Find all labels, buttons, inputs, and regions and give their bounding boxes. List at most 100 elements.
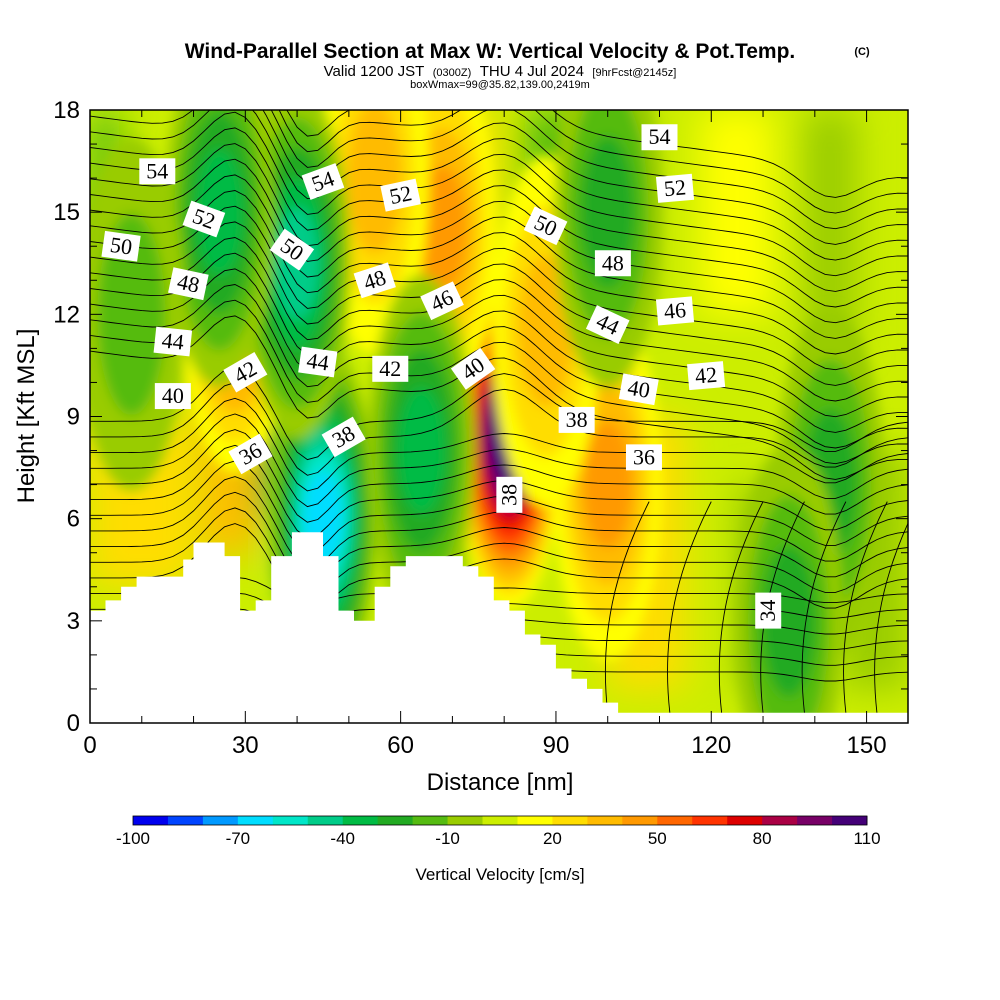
x-tick-label: 90 — [543, 732, 570, 759]
downdraft-core-ring — [397, 387, 446, 515]
x-tick-label: 60 — [387, 732, 414, 759]
colorbar-tick-label: 80 — [753, 829, 772, 848]
isentrope-label-bg — [380, 178, 421, 212]
isentrope-label-bg — [372, 355, 409, 382]
isentrope-label-text: 44 — [161, 327, 185, 354]
isentrope-line — [90, 127, 908, 292]
isentrope-label-text: 52 — [663, 174, 687, 201]
isentrope-label-text: 44 — [305, 348, 330, 376]
isentrope-label-bg — [269, 228, 315, 271]
isentrope-line — [90, 429, 908, 523]
isentrope-line — [90, 284, 908, 449]
isentrope-label: 52 — [655, 173, 695, 203]
isentrope-line — [843, 501, 888, 713]
colorbar: -100 -70 -40 -10 20 50 80 110 — [116, 815, 881, 848]
isentrope-label-bg — [755, 592, 782, 629]
isentrope-label-bg — [496, 476, 523, 513]
isentrope-label-text: 54 — [648, 124, 670, 149]
isentrope-line — [90, 190, 908, 355]
isentrope-label-bg — [585, 305, 630, 344]
isentrope-line — [90, 111, 908, 277]
colorbar-swatch — [237, 816, 274, 825]
isentrope-line — [90, 221, 908, 386]
x-axis: 0 30 60 90 120 150 — [83, 110, 887, 759]
isentrope-label-text: 38 — [566, 407, 588, 432]
colorbar-swatch — [657, 816, 693, 825]
x-tick-label: 120 — [691, 732, 731, 759]
isentrope-label-bg — [353, 262, 396, 299]
isentrope-line — [90, 158, 908, 324]
isentrope-line — [90, 110, 908, 245]
colorbar-swatch — [412, 816, 449, 825]
colorbar-swatch — [482, 816, 518, 825]
isentrope-line — [90, 237, 908, 402]
isentrope-label-bg — [223, 351, 268, 393]
isentrope-label-text: 42 — [379, 356, 401, 381]
colorbar-swatch — [342, 816, 379, 825]
colorbar-swatch — [202, 816, 239, 825]
isentrope-line — [270, 110, 908, 230]
isentrope-label-bg — [655, 296, 695, 326]
isentrope-label-text: 42 — [694, 362, 718, 389]
isentrope-label-text: 48 — [175, 269, 202, 298]
isentrope-label: 34 — [755, 592, 782, 629]
forecast-info: [9hrFcst@2145z] — [592, 67, 676, 79]
downdraft-core-ring — [580, 136, 636, 289]
isentrope-label-bg — [298, 346, 338, 378]
colorbar-swatch — [832, 816, 868, 825]
isentrope-label: 44 — [298, 346, 338, 378]
isentrope-label-text: 48 — [602, 250, 624, 275]
isentrope-label: 50 — [101, 230, 141, 262]
x-axis-label: Distance [nm] — [427, 769, 574, 796]
downdraft-core — [734, 444, 843, 723]
isentrope-line — [90, 382, 908, 476]
colorbar-swatch — [447, 816, 484, 825]
y-tick-label: 6 — [67, 506, 80, 533]
isentrope-label-bg — [687, 361, 726, 391]
y-axis-label: Height [Kft MSL] — [13, 329, 40, 504]
valid-date: THU 4 Jul 2024 — [480, 63, 584, 80]
colorbar-tick-label: 20 — [543, 829, 562, 848]
isentrope-label-text: 54 — [146, 158, 168, 183]
isentrope-label-text: 50 — [109, 232, 134, 260]
colorbar-swatch — [167, 816, 204, 825]
isentrope-label-text: 52 — [387, 180, 414, 209]
y-tick-label: 15 — [53, 199, 80, 226]
isentrope-line — [90, 523, 908, 617]
isentrope-line — [90, 413, 908, 508]
isentrope-label-text: 36 — [633, 444, 655, 469]
isentrope-line — [90, 174, 908, 339]
isentrope-label-bg — [523, 206, 568, 246]
colorbar-swatch — [622, 816, 658, 825]
x-tick-label: 150 — [847, 732, 887, 759]
colorbar-swatch — [797, 816, 833, 825]
isentrope-label-bg — [139, 158, 176, 185]
isentrope-label: 48 — [168, 267, 209, 301]
isentrope-line — [90, 268, 908, 433]
isentrope-label-text: 38 — [496, 484, 521, 506]
colorbar-tick-label: -40 — [330, 829, 355, 848]
colorbar-tick-label: 110 — [853, 829, 880, 848]
isentrope-label-bg — [321, 416, 366, 458]
isentrope-label-bg — [182, 200, 226, 238]
valid-utc: (0300Z) — [433, 67, 472, 79]
updraft-core-ring — [347, 110, 403, 255]
isentrope-lines — [90, 110, 908, 713]
chart-title: Wind-Parallel Section at Max W: Vertical… — [185, 40, 796, 63]
colorbar-swatch — [307, 816, 344, 825]
copyright-mark: (C) — [854, 46, 870, 58]
box-wmax-info: boxWmax=99@35.82,139.00,2419m — [410, 79, 590, 91]
isentrope-label: 48 — [353, 262, 396, 299]
y-tick-label: 9 — [67, 404, 80, 431]
isentrope-line — [90, 507, 908, 602]
colorbar-tick-label: 50 — [648, 829, 667, 848]
colorbar-swatch — [552, 816, 588, 825]
isentrope-line — [604, 501, 650, 713]
x-tick-label: 0 — [83, 732, 96, 759]
isentrope-label-bg — [655, 173, 695, 203]
chart-subtitle: Valid 1200 JST (0300Z) THU 4 Jul 2024 [9… — [324, 63, 677, 80]
updraft-core-ring — [583, 421, 632, 549]
terrain-mask — [90, 532, 908, 723]
isentrope-line — [760, 501, 805, 713]
isentrope-label-text: 40 — [162, 383, 184, 408]
